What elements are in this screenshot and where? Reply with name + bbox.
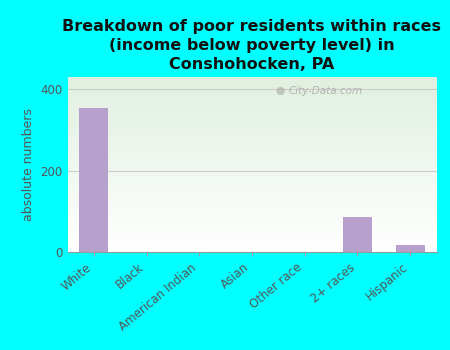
Bar bbox=[79, 107, 108, 252]
Text: City-Data.com: City-Data.com bbox=[289, 86, 363, 96]
Bar bbox=[396, 245, 425, 252]
Bar bbox=[343, 217, 372, 252]
Y-axis label: absolute numbers: absolute numbers bbox=[22, 108, 35, 221]
Title: Breakdown of poor residents within races
(income below poverty level) in
Conshoh: Breakdown of poor residents within races… bbox=[63, 20, 441, 72]
Text: ⬤: ⬤ bbox=[276, 86, 285, 95]
